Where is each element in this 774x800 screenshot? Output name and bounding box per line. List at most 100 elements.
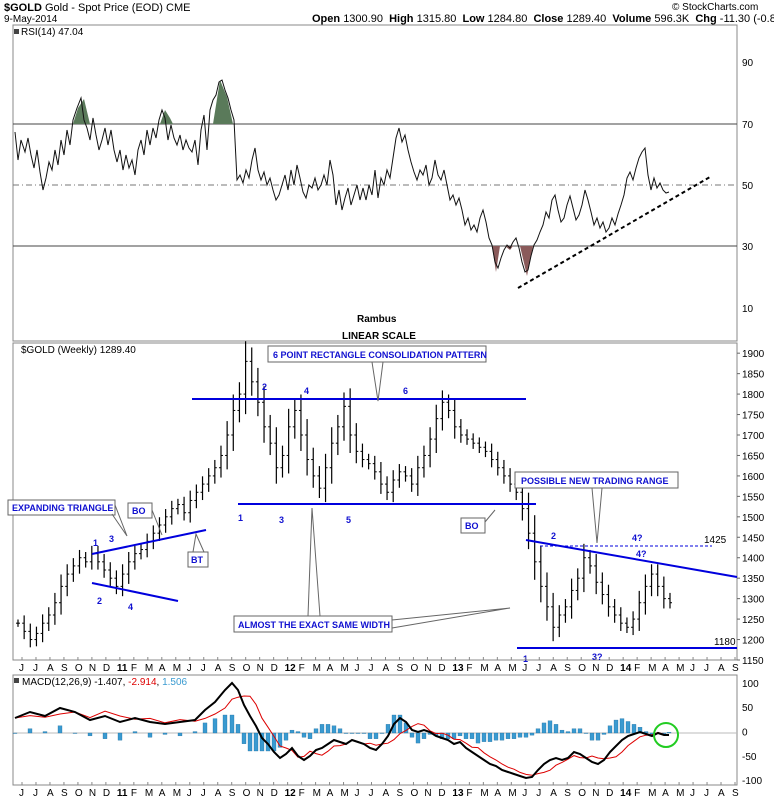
macd-legend-swatch bbox=[14, 678, 19, 683]
chart-title: $GOLD Gold - Spot Price (EOD) CME bbox=[4, 2, 190, 14]
x-axis-tick: O bbox=[410, 663, 418, 674]
histogram-bar bbox=[212, 718, 218, 734]
x-axis-tick: A bbox=[550, 663, 557, 674]
histogram-bar bbox=[222, 714, 228, 734]
new-range-callout bbox=[514, 471, 679, 489]
level-1425-label: 1425 bbox=[704, 535, 727, 546]
x-axis-tick: M bbox=[145, 663, 153, 674]
histogram-bar bbox=[607, 725, 613, 734]
histogram-bar bbox=[535, 728, 541, 734]
histogram-bar bbox=[235, 724, 241, 734]
expanding-callout-pointer bbox=[111, 504, 128, 537]
rect-point-4: 4 bbox=[304, 386, 309, 396]
price-y-tick: 1600 bbox=[742, 472, 765, 483]
x-axis-tick: D bbox=[606, 663, 613, 674]
x-axis-tick: N bbox=[424, 663, 431, 674]
price-y-tick: 1250 bbox=[742, 615, 765, 626]
rsi-oversold-fill bbox=[492, 246, 500, 272]
price-y-tick: 1800 bbox=[742, 390, 765, 401]
bo-label-2: BO bbox=[465, 521, 479, 531]
price-y-tick: 1700 bbox=[742, 431, 765, 442]
histogram-bar bbox=[259, 732, 265, 752]
bt-label: BT bbox=[191, 555, 203, 565]
open-value: 1300.90 bbox=[343, 13, 383, 25]
rect-point-6: 6 bbox=[403, 386, 408, 396]
histogram-bar bbox=[192, 731, 198, 734]
x-axis-tick: O bbox=[243, 663, 251, 674]
macd-y-tick: -50 bbox=[742, 752, 757, 763]
chart-date: 9-May-2014 bbox=[4, 14, 57, 25]
x-axis-tick: A bbox=[327, 788, 334, 799]
rsi-uptrend-line bbox=[517, 176, 711, 289]
histogram-bar bbox=[553, 724, 559, 734]
rsi-overbought-fill bbox=[160, 110, 173, 124]
x-axis-tick: S bbox=[61, 663, 68, 674]
x-axis-tick: F bbox=[299, 663, 305, 674]
macd-signal-line bbox=[14, 695, 670, 776]
low-value: 1284.80 bbox=[487, 13, 528, 25]
rectangle-pattern-callout bbox=[267, 345, 487, 363]
histogram-bar bbox=[397, 714, 403, 734]
macd-y-tick: -100 bbox=[742, 776, 762, 787]
x-axis-tick: A bbox=[47, 788, 54, 799]
histogram-bar bbox=[631, 724, 637, 734]
triangle-point-2: 2 bbox=[97, 596, 102, 606]
new-range-point-3q: 3? bbox=[592, 652, 603, 662]
macd-line bbox=[14, 681, 669, 780]
price-y-tick: 1850 bbox=[742, 370, 765, 381]
histogram-bar bbox=[547, 720, 553, 734]
histogram-bar bbox=[589, 732, 595, 741]
macd-y-tick: 100 bbox=[742, 679, 759, 690]
x-axis-tick: N bbox=[592, 788, 599, 799]
histogram-bar bbox=[619, 718, 625, 734]
x-axis-tick: 14 bbox=[620, 788, 632, 799]
date-text: 9-May-2014 bbox=[4, 14, 58, 25]
x-axis-tick: A bbox=[215, 663, 222, 674]
x-axis-tick: S bbox=[396, 788, 403, 799]
watermark: © StockCharts.com bbox=[672, 2, 759, 13]
rsi-legend: RSI(14) 47.04 bbox=[21, 27, 84, 38]
macd-histogram bbox=[12, 714, 672, 752]
histogram-bar bbox=[319, 724, 325, 734]
histogram-bar bbox=[42, 731, 48, 734]
histogram-bar bbox=[57, 725, 63, 734]
x-axis-tick: A bbox=[718, 788, 725, 799]
histogram-bar bbox=[493, 732, 499, 741]
low-label: Low bbox=[462, 13, 485, 25]
instrument-name: Gold - Spot Price (EOD) bbox=[44, 2, 163, 14]
x-axis-tick: D bbox=[438, 663, 445, 674]
x-axis-tick: 14 bbox=[620, 663, 632, 674]
histogram-bar bbox=[277, 732, 283, 748]
rsi-y-tick: 90 bbox=[742, 58, 754, 69]
x-axis-tick: F bbox=[299, 788, 305, 799]
x-axis-tick: A bbox=[718, 663, 725, 674]
x-axis-tick: M bbox=[676, 788, 684, 799]
histogram-bar bbox=[409, 732, 415, 738]
volume-value: 596.3K bbox=[654, 13, 690, 25]
macd-x-axis: J J A S O N D 11 F M A M J J A S O N D 12 F M A M J J A S O N D 13 F M A M J… bbox=[19, 782, 739, 799]
macd-legend-hist: 1.506 bbox=[162, 677, 187, 688]
x-axis-tick: S bbox=[564, 663, 571, 674]
x-axis-tick: F bbox=[131, 663, 137, 674]
x-axis-tick: 13 bbox=[452, 663, 464, 674]
histogram-bar bbox=[361, 732, 367, 734]
x-axis-tick: M bbox=[508, 663, 516, 674]
volume-label: Volume bbox=[612, 13, 652, 25]
x-axis-tick: M bbox=[173, 788, 181, 799]
rsi-y-tick: 30 bbox=[742, 242, 754, 253]
histogram-bar bbox=[132, 731, 138, 734]
x-axis-tick: N bbox=[424, 788, 431, 799]
x-axis-tick: D bbox=[271, 663, 278, 674]
x-axis-tick: M bbox=[145, 788, 153, 799]
histogram-bar bbox=[331, 725, 337, 734]
histogram-bar bbox=[595, 732, 601, 741]
price-y-tick: 1900 bbox=[742, 349, 765, 360]
histogram-bar bbox=[367, 732, 373, 739]
crossover-highlight-circle bbox=[653, 722, 679, 748]
histogram-bar bbox=[505, 732, 511, 739]
histogram-bar bbox=[253, 732, 259, 752]
rsi-overbought-fill bbox=[73, 99, 90, 124]
x-axis-tick: 12 bbox=[285, 663, 297, 674]
x-axis-tick: M bbox=[341, 663, 349, 674]
histogram-bar bbox=[457, 732, 463, 737]
